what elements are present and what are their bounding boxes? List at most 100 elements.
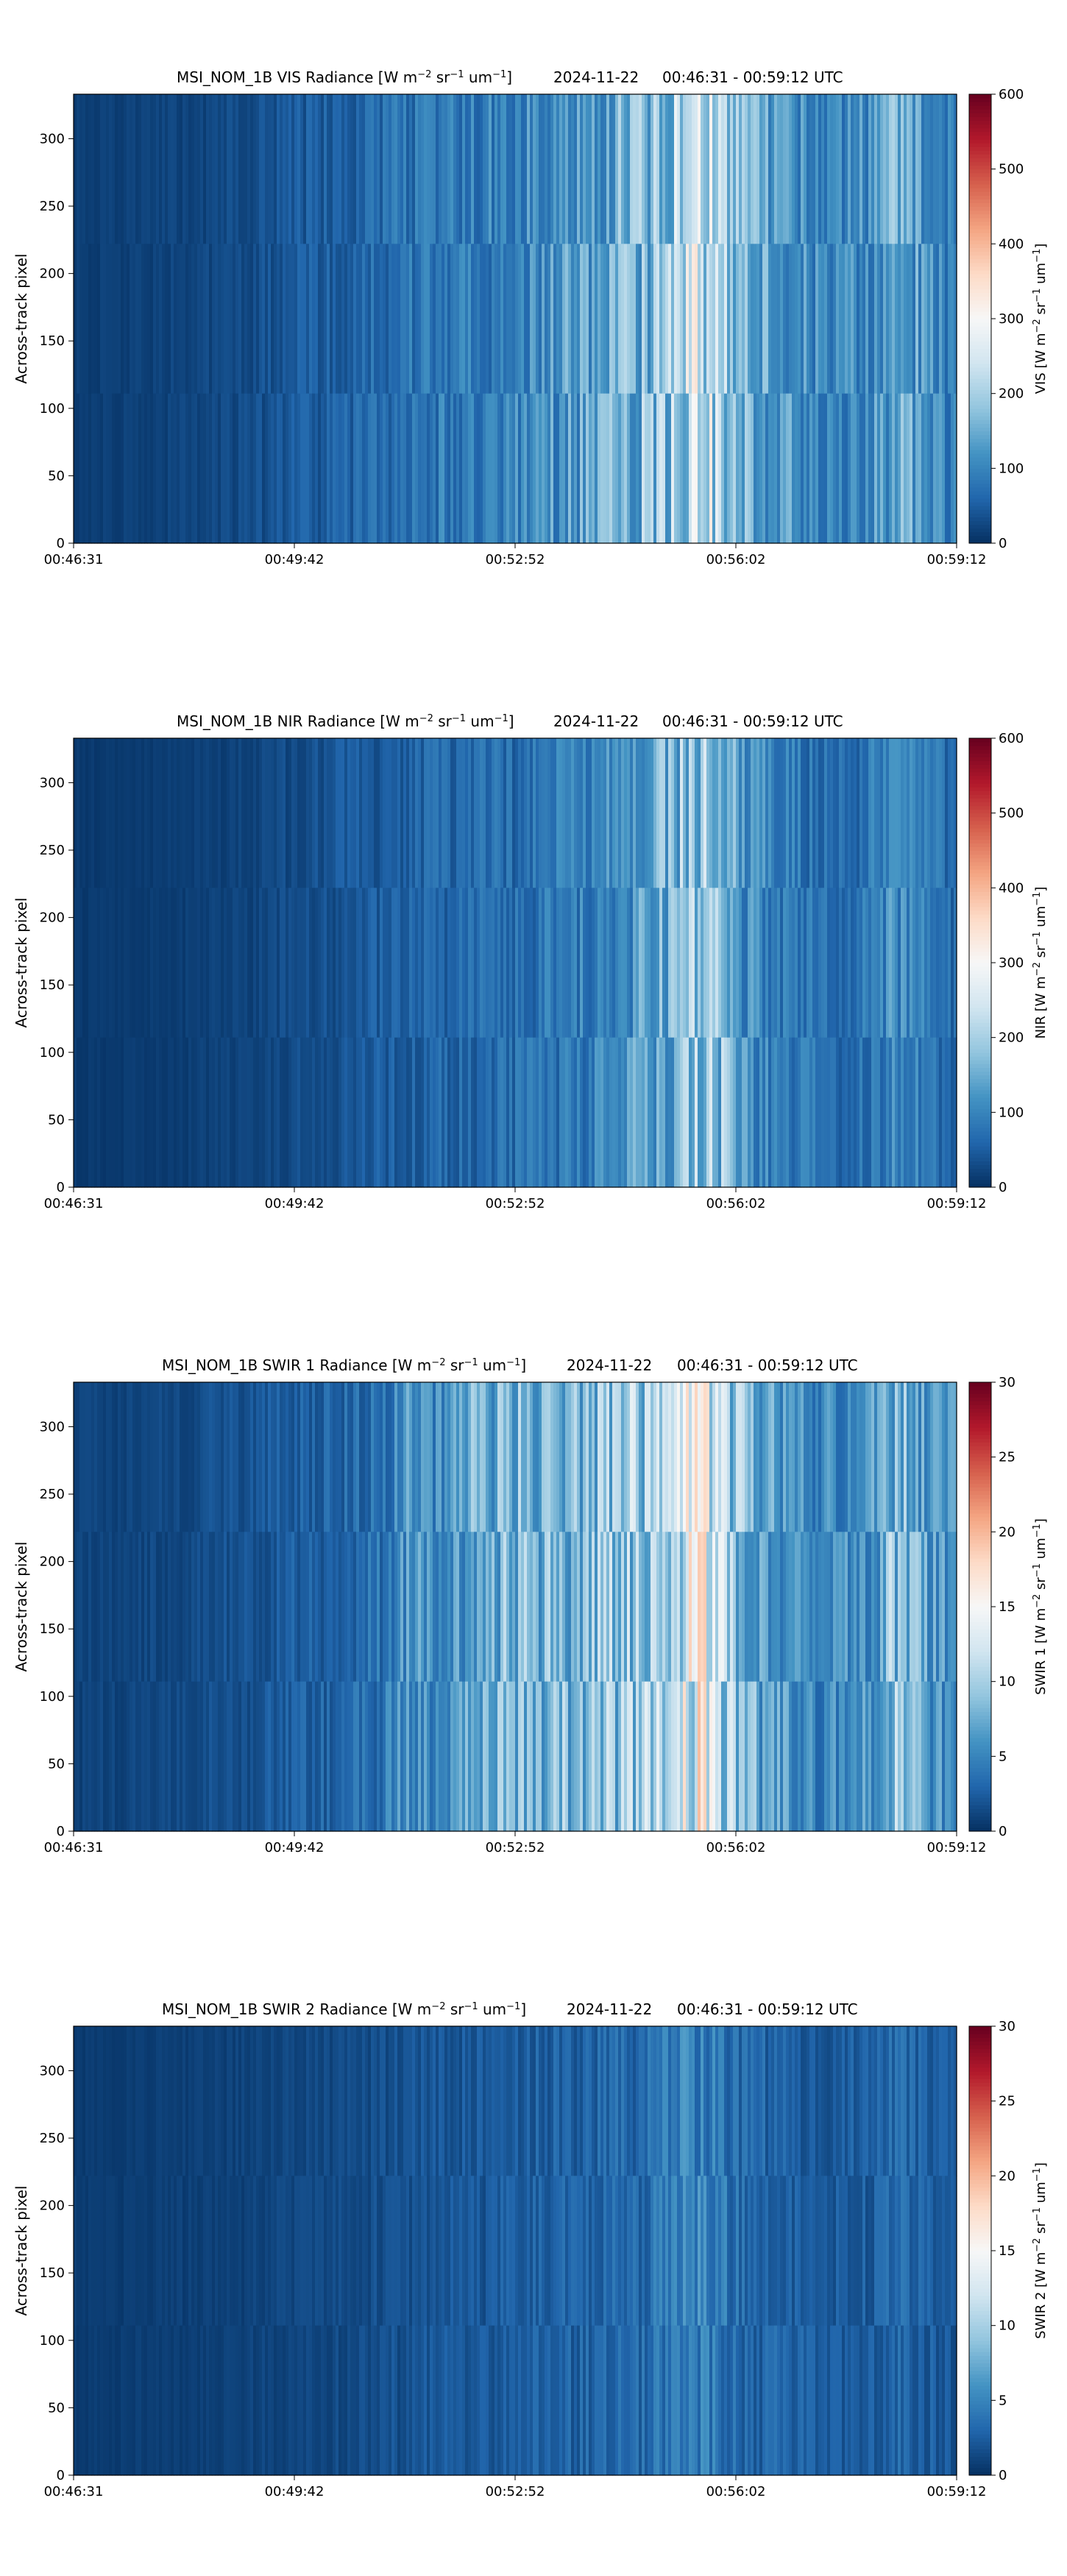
heatmap-cell — [218, 1037, 221, 1188]
heatmap-cell — [701, 1037, 704, 1188]
heatmap-cell — [633, 1037, 637, 1188]
heatmap-cell — [350, 1681, 354, 1832]
heatmap-cell — [883, 393, 887, 544]
heatmap-cell — [830, 738, 834, 888]
heatmap-cell — [851, 888, 854, 1038]
heatmap-cell — [459, 244, 463, 394]
heatmap-cell — [648, 94, 651, 244]
heatmap-cell — [545, 94, 548, 244]
colorbar-tick-label: 15 — [999, 2243, 1015, 2259]
heatmap-cell — [150, 2325, 154, 2476]
heatmap-cell — [589, 1037, 592, 1188]
heatmap-cell — [350, 94, 354, 244]
heatmap-cell — [336, 2325, 339, 2476]
heatmap-cell — [218, 393, 221, 544]
heatmap-cell — [600, 888, 604, 1038]
heatmap-cell — [127, 393, 130, 544]
heatmap-cell — [439, 1037, 442, 1188]
colorbar-segment — [969, 423, 991, 428]
heatmap-cell — [662, 393, 666, 544]
heatmap-cell — [783, 738, 787, 888]
heatmap-cell — [524, 393, 528, 544]
heatmap-cell — [103, 1037, 107, 1188]
heatmap-cell — [771, 1532, 775, 1682]
heatmap-cell — [792, 1681, 795, 1832]
heatmap-cell — [839, 1037, 843, 1188]
heatmap-cell — [321, 393, 325, 544]
heatmap-cell — [742, 2026, 745, 2176]
colorbar-segment — [969, 1415, 991, 1420]
heatmap-cell — [671, 888, 675, 1038]
heatmap-cell — [792, 1532, 795, 1682]
heatmap-cell — [739, 393, 742, 544]
heatmap-cell — [718, 2176, 722, 2326]
heatmap-cell — [391, 1681, 395, 1832]
heatmap-cell — [341, 1037, 345, 1188]
heatmap-cell — [218, 2026, 221, 2176]
heatmap-cell — [807, 888, 810, 1038]
heatmap-cell — [768, 1532, 772, 1682]
heatmap-cell — [112, 94, 116, 244]
colorbar-segment — [969, 2142, 991, 2147]
heatmap-cell — [857, 244, 860, 394]
heatmap-cell — [191, 1681, 195, 1832]
heatmap-cell — [689, 393, 692, 544]
heatmap-cell — [412, 1532, 416, 1682]
heatmap-cell — [642, 1037, 645, 1188]
heatmap-cell — [830, 1532, 834, 1682]
heatmap-cell — [153, 1532, 157, 1682]
heatmap-cell — [748, 94, 751, 244]
heatmap-cell — [341, 1382, 345, 1532]
heatmap-cell — [924, 888, 928, 1038]
heatmap-cell — [539, 94, 542, 244]
heatmap-cell — [271, 2325, 274, 2476]
heatmap-cell — [868, 1382, 872, 1532]
colorbar-segment — [969, 2209, 991, 2214]
heatmap-cell — [227, 393, 230, 544]
heatmap-cell — [939, 1037, 943, 1188]
heatmap-cell — [174, 244, 177, 394]
heatmap-cell — [715, 244, 719, 394]
heatmap-cell — [565, 1681, 569, 1832]
heatmap-cell — [609, 888, 613, 1038]
heatmap-cell — [294, 1681, 298, 1832]
heatmap-cell — [177, 2026, 180, 2176]
colorbar-segment — [969, 910, 991, 915]
heatmap-cell — [106, 1037, 110, 1188]
heatmap-cell — [830, 888, 834, 1038]
heatmap-cell — [530, 94, 534, 244]
heatmap-cell — [915, 1532, 919, 1682]
colorbar-segment — [969, 1446, 991, 1451]
heatmap-cell — [427, 1681, 430, 1832]
heatmap-cell — [271, 888, 274, 1038]
heatmap-cell — [177, 1382, 180, 1532]
heatmap-cell — [656, 393, 660, 544]
heatmap-cell — [862, 244, 866, 394]
heatmap-cell — [330, 738, 333, 888]
heatmap-cell — [621, 2325, 625, 2476]
heatmap-cell — [533, 1382, 536, 1532]
heatmap-cell — [444, 393, 448, 544]
heatmap-cell — [547, 1382, 551, 1532]
heatmap-cell — [91, 2325, 95, 2476]
heatmap-cell — [459, 1681, 463, 1832]
heatmap-cell — [327, 1681, 330, 1832]
heatmap-cell — [497, 2176, 501, 2326]
heatmap-cell — [721, 1037, 725, 1188]
heatmap-cell — [456, 1681, 460, 1832]
heatmap-cell — [162, 244, 166, 394]
heatmap-cell — [754, 2026, 757, 2176]
heatmap-cell — [465, 1532, 469, 1682]
heatmap-cell — [812, 1532, 816, 1682]
heatmap-cell — [238, 1681, 242, 1832]
heatmap-cell — [621, 2176, 625, 2326]
heatmap-cell — [303, 1681, 307, 1832]
heatmap-cell — [253, 1382, 257, 1532]
heatmap-cell — [580, 2026, 584, 2176]
heatmap-cell — [194, 888, 198, 1038]
colorbar-segment — [969, 2078, 991, 2083]
heatmap-cell — [132, 393, 136, 544]
heatmap-cell — [235, 2176, 239, 2326]
heatmap-cell — [904, 94, 907, 244]
heatmap-cell — [677, 2026, 681, 2176]
